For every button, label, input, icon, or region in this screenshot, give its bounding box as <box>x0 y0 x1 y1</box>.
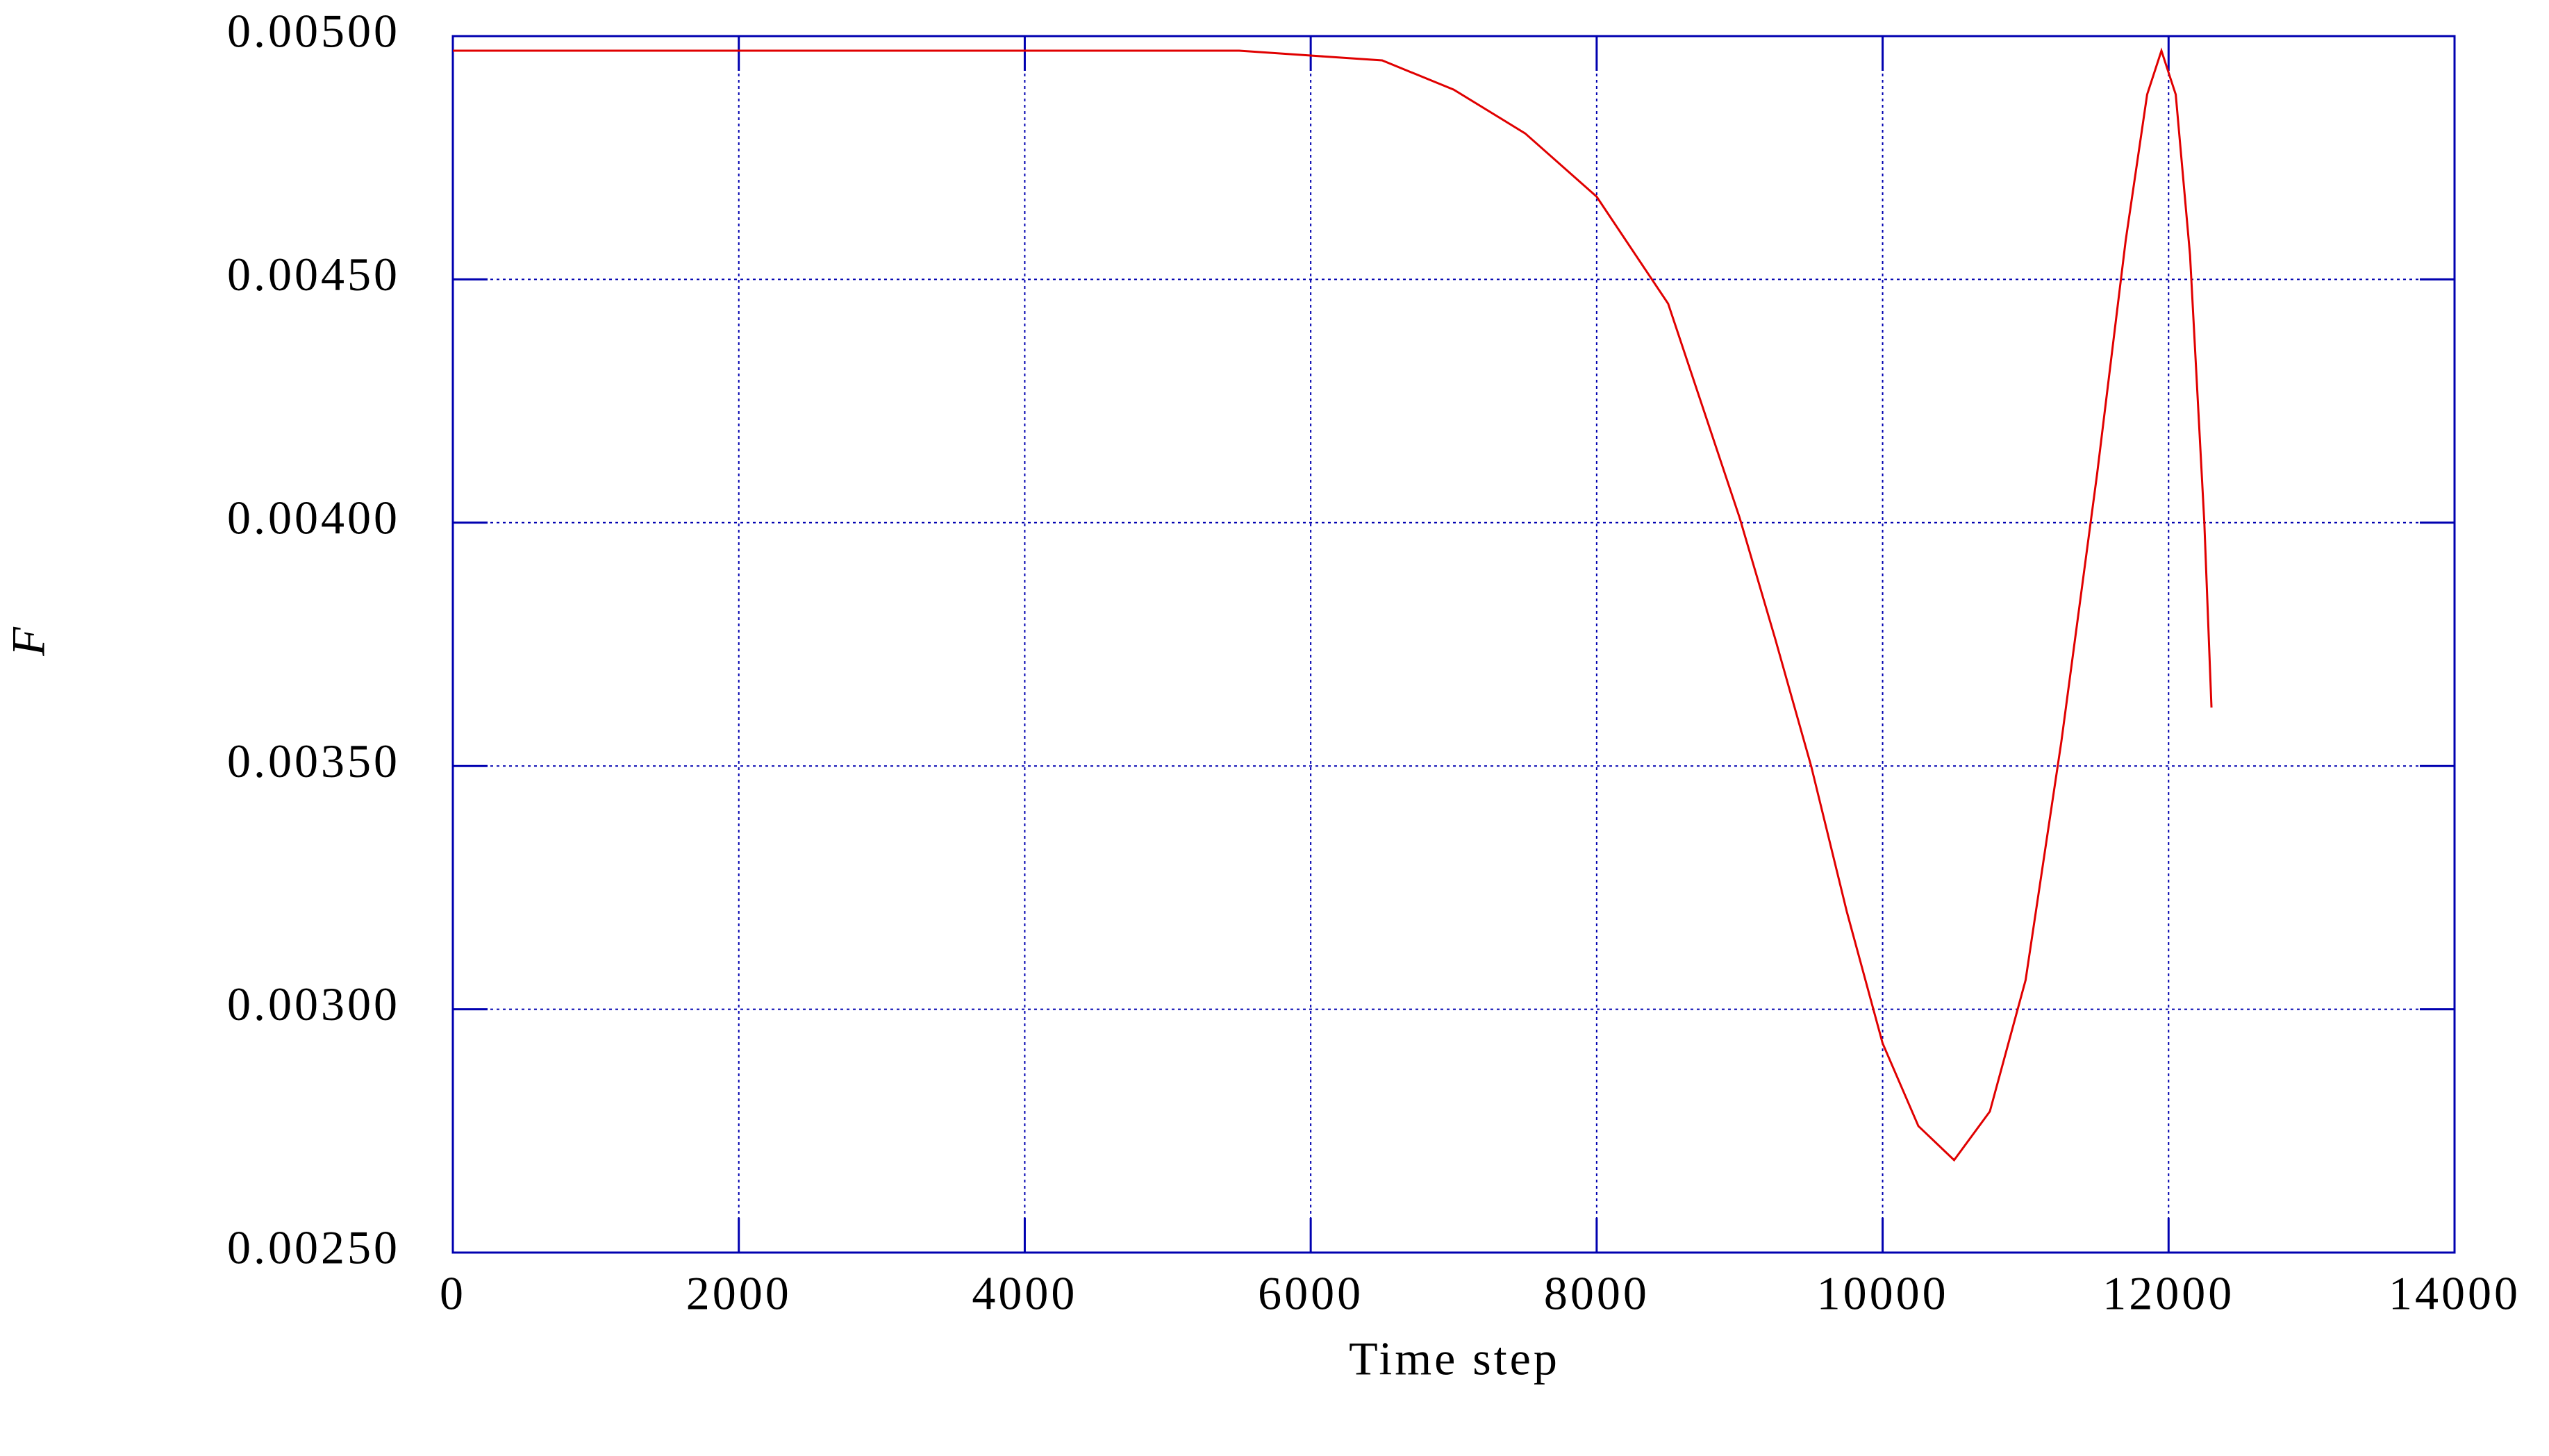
x-axis-title: Time step <box>1349 1332 1560 1385</box>
x-tick-label: 2000 <box>686 1267 792 1320</box>
y-tick-label: 0.00300 <box>227 978 400 1030</box>
x-tick-label: 0 <box>440 1267 466 1320</box>
y-tick-label: 0.00500 <box>227 5 400 58</box>
x-tick-label: 4000 <box>972 1267 1077 1320</box>
plot-frame <box>451 35 2456 1254</box>
x-tick-label: 14000 <box>2389 1267 2521 1320</box>
y-tick-label: 0.00350 <box>227 735 400 787</box>
x-tick-label: 10000 <box>1817 1267 1949 1320</box>
y-tick-label: 0.00250 <box>227 1221 400 1274</box>
x-tick-label: 12000 <box>2102 1267 2234 1320</box>
x-tick-label: 6000 <box>1258 1267 1363 1320</box>
data-line <box>453 47 2213 1162</box>
y-tick-label: 0.00450 <box>227 248 400 301</box>
y-tick-label: 0.00400 <box>227 491 400 544</box>
x-tick-label: 8000 <box>1544 1267 1650 1320</box>
y-axis-title: F <box>2 624 55 657</box>
